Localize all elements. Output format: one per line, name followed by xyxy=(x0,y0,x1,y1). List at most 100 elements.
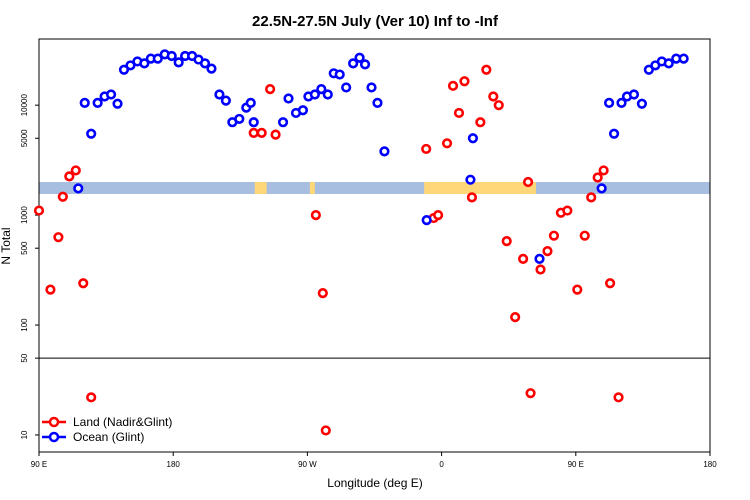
x-axis-label: Longitude (deg E) xyxy=(327,476,422,490)
legend-marker-ocean xyxy=(48,431,60,443)
x-tick-label: 180 xyxy=(703,460,717,469)
ocean-point xyxy=(678,53,689,64)
ocean-point xyxy=(234,113,245,125)
legend-label-ocean: Ocean (Glint) xyxy=(73,430,144,444)
ocean-point xyxy=(199,58,211,69)
land-point xyxy=(518,253,529,264)
land-point xyxy=(579,230,590,241)
chart-title: 22.5N-27.5N July (Ver 10) Inf to -Inf xyxy=(252,13,499,30)
y-tick-label: 1000 xyxy=(20,206,29,224)
land-point xyxy=(64,171,75,182)
land-point xyxy=(265,84,276,95)
ocean-point xyxy=(214,89,225,100)
ocean-point xyxy=(604,97,615,108)
land-point xyxy=(598,165,609,176)
land-point xyxy=(320,425,331,436)
land-point xyxy=(481,64,492,75)
land-point xyxy=(57,191,68,202)
ocean-point xyxy=(467,133,479,144)
ocean-point xyxy=(334,69,345,80)
map-land-segment xyxy=(309,182,315,194)
ocean-point xyxy=(421,215,432,226)
ocean-point xyxy=(596,183,607,194)
ocean-point xyxy=(105,89,117,100)
land-point xyxy=(493,100,504,111)
land-point xyxy=(70,165,81,176)
x-tick-label: 0 xyxy=(439,460,444,469)
land-point xyxy=(548,230,560,241)
ocean-point xyxy=(206,63,217,74)
legend-marker-land xyxy=(48,416,60,428)
ocean-point xyxy=(366,82,377,93)
land-point xyxy=(459,76,470,87)
plot-frame xyxy=(38,38,711,453)
map-land-segment xyxy=(424,182,537,194)
ocean-point xyxy=(372,97,383,108)
land-point xyxy=(441,138,453,149)
ocean-point xyxy=(359,59,371,70)
ocean-point xyxy=(348,58,359,69)
land-point xyxy=(572,284,583,295)
x-tick-label: 180 xyxy=(167,460,181,469)
x-axis: 90 E 180 90 W 0 90 E 180 xyxy=(31,452,717,469)
y-tick-label: 500 xyxy=(20,241,29,255)
y-tick-label: 10 xyxy=(20,430,29,439)
land-point xyxy=(522,176,534,188)
series-ocean xyxy=(73,49,689,264)
land-point xyxy=(78,278,89,289)
ocean-point xyxy=(173,57,184,68)
map-strip xyxy=(39,182,710,194)
land-point xyxy=(317,288,328,299)
land-point xyxy=(466,192,478,203)
x-tick-label: 90 E xyxy=(31,460,47,469)
legend: Land (Nadir&Glint) Ocean (Glint) xyxy=(42,415,172,444)
ocean-point xyxy=(166,50,177,62)
ocean-point xyxy=(341,82,352,93)
land-point xyxy=(433,210,444,221)
land-point xyxy=(453,107,465,119)
land-point xyxy=(310,210,321,221)
land-point xyxy=(586,192,597,203)
land-point xyxy=(613,392,624,403)
land-point xyxy=(592,172,603,183)
ocean-point xyxy=(309,89,320,100)
land-point xyxy=(488,91,499,102)
y-tick-label: 50 xyxy=(20,353,29,362)
ocean-point xyxy=(636,98,648,109)
y-axis-label: N Total xyxy=(0,227,13,264)
map-strip-land xyxy=(254,182,537,194)
y-tick-label: 5000 xyxy=(20,129,29,147)
ocean-point xyxy=(112,98,123,109)
ocean-point xyxy=(354,52,365,63)
ocean-point xyxy=(663,58,674,69)
y-tick-label: 100 xyxy=(20,318,29,332)
ocean-point xyxy=(534,253,545,264)
ocean-point xyxy=(316,84,327,95)
land-point xyxy=(86,392,97,403)
ocean-point xyxy=(616,97,627,108)
data-points xyxy=(33,49,689,436)
map-strip-ocean xyxy=(39,182,710,194)
ocean-point xyxy=(465,174,476,185)
land-point xyxy=(33,205,45,216)
ocean-point xyxy=(277,117,289,128)
land-point xyxy=(447,80,459,91)
land-point xyxy=(248,127,259,138)
land-point xyxy=(525,388,536,399)
land-point xyxy=(510,312,521,323)
ocean-point xyxy=(248,117,259,128)
land-point xyxy=(535,264,546,275)
land-point xyxy=(475,117,486,128)
land-point xyxy=(45,284,56,295)
land-point xyxy=(604,278,616,289)
land-point xyxy=(256,127,267,138)
legend-label-land: Land (Nadir&Glint) xyxy=(73,415,172,429)
ocean-point xyxy=(283,93,294,104)
land-point xyxy=(270,129,281,140)
land-point xyxy=(421,143,432,155)
ocean-point xyxy=(86,128,97,139)
ocean-point xyxy=(297,105,309,116)
series-land xyxy=(33,64,624,436)
land-point xyxy=(562,205,573,216)
